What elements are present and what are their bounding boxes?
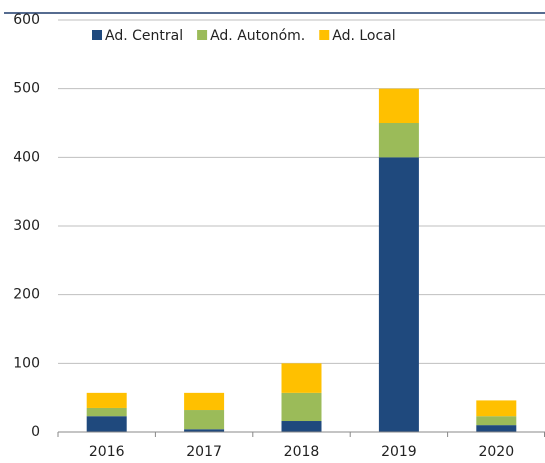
legend-swatch	[197, 30, 208, 40]
bar-segment	[184, 392, 225, 411]
bar-segment	[281, 421, 322, 432]
bar-segment	[476, 400, 517, 417]
bar-segment	[184, 410, 225, 430]
x-tick-label: 2017	[186, 444, 222, 460]
y-tick-label: 300	[13, 218, 40, 234]
bar-segment	[184, 429, 225, 432]
y-tick-label: 400	[13, 149, 40, 165]
bar-segment	[86, 392, 127, 408]
bar-segment	[86, 416, 127, 432]
bar-segment	[281, 392, 322, 422]
legend-label: Ad. Central	[105, 28, 183, 44]
y-tick-label: 0	[31, 424, 40, 440]
bar-segment	[476, 416, 517, 426]
y-tick-label: 100	[13, 355, 40, 371]
legend-label: Ad. Autonóm.	[210, 28, 305, 44]
legend-swatch	[319, 30, 330, 40]
bar-segment	[378, 123, 419, 158]
legend-swatch	[92, 30, 102, 40]
y-tick-label: 600	[13, 12, 40, 28]
x-tick-label: 2019	[381, 444, 417, 460]
y-tick-label: 200	[13, 287, 40, 303]
y-tick-label: 500	[13, 81, 40, 97]
bar-segment	[281, 363, 322, 393]
bar-segment	[378, 157, 419, 433]
x-tick-label: 2016	[89, 444, 125, 460]
legend-label: Ad. Local	[332, 28, 395, 44]
bar-segment	[476, 425, 517, 432]
bar-segment	[378, 88, 419, 123]
bar-segment	[86, 407, 127, 417]
x-tick-label: 2020	[478, 444, 514, 460]
x-tick-label: 2018	[284, 444, 320, 460]
